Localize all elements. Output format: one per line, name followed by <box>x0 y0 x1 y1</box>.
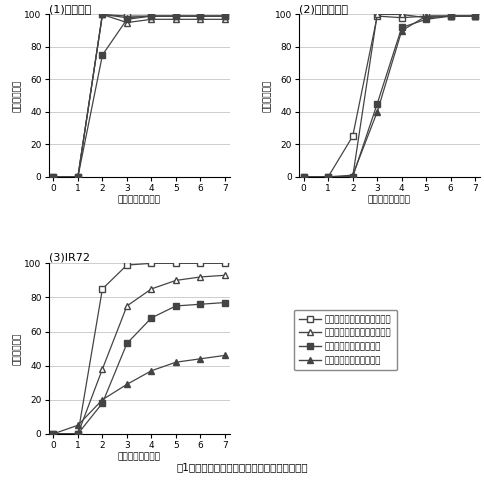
X-axis label: 置床後日数（日）: 置床後日数（日） <box>118 453 160 462</box>
Y-axis label: 発芽率（％）: 発芽率（％） <box>262 80 271 112</box>
Text: (3)IR72: (3)IR72 <box>48 253 90 263</box>
Text: (2)ヒノヒカリ: (2)ヒノヒカリ <box>298 4 347 13</box>
Text: (1)レイホウ: (1)レイホウ <box>48 4 91 13</box>
Legend: 室内冷暗所保管・低水分種子, 室内冷暗所保管・高水分種子, 種子庫保管・低水分種子, 種子庫保管・高水分種子: 室内冷暗所保管・低水分種子, 室内冷暗所保管・高水分種子, 種子庫保管・低水分種… <box>293 310 396 370</box>
X-axis label: 置床後日数（日）: 置床後日数（日） <box>118 196 160 204</box>
X-axis label: 置床後日数（日）: 置床後日数（日） <box>367 196 410 204</box>
Y-axis label: 発芽率（％）: 発芽率（％） <box>13 333 21 365</box>
Y-axis label: 発芽率（％）: 発芽率（％） <box>13 80 21 112</box>
Text: 図1　保管条件の違いと発芽率の推移との関係: 図1 保管条件の違いと発芽率の推移との関係 <box>176 462 308 472</box>
